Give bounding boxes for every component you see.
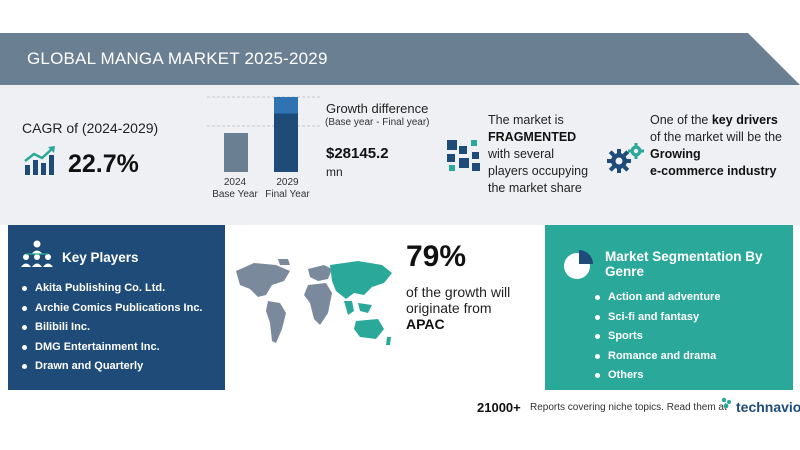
- structure-line-4: players occupying: [488, 164, 589, 178]
- region-name: APAC: [406, 316, 445, 332]
- world-map: [236, 259, 392, 345]
- title-corner-cut: [748, 33, 800, 85]
- bar-final-year-base: [274, 113, 298, 172]
- title-bar: GLOBAL MANGA MARKET 2025-2029: [0, 33, 800, 85]
- market-structure-text: The market is FRAGMENTED with several pl…: [488, 112, 598, 197]
- growth-share-percent: 79%: [406, 240, 467, 273]
- technavio-logo-icon: [721, 397, 731, 409]
- list-item: Archie Comics Publications Inc.: [22, 301, 222, 321]
- drivers-line-1: One of the key drivers: [650, 112, 790, 129]
- pie-chart-icon: [564, 250, 593, 279]
- growth-sublabel: (Base year - Final year): [325, 117, 430, 128]
- stats-band: [0, 85, 800, 225]
- structure-line-1: The market is: [488, 113, 564, 127]
- report-count: 21000+: [477, 400, 521, 415]
- growth-share-text: of the growth will originate from: [406, 284, 511, 316]
- segmentation-heading-line-2: Genre: [605, 264, 645, 279]
- key-drivers-text: One of the key drivers of the market wil…: [650, 112, 790, 180]
- segmentation-list: Action and adventure Sci-fi and fantasy …: [595, 290, 785, 388]
- structure-line-5: the market share: [488, 181, 582, 195]
- key-players-icon: [21, 240, 53, 267]
- bar-final-year-growth: [274, 97, 298, 114]
- footer: [0, 390, 800, 450]
- key-players-heading: Key Players: [62, 250, 139, 265]
- growth-value: $28145.2: [326, 145, 389, 162]
- bar-base-year: [224, 133, 248, 172]
- growth-chart-icon: [24, 146, 55, 175]
- segmentation-heading-line-1: Market Segmentation By: [605, 249, 763, 264]
- bar-year-final: 2029: [276, 177, 299, 188]
- growth-bar-chart: [207, 96, 320, 172]
- list-item: Others: [595, 368, 785, 388]
- list-item: Sci-fi and fantasy: [595, 310, 785, 330]
- drivers-line-1-bold: key drivers: [711, 113, 778, 127]
- bar-caption-base: Base Year: [212, 189, 258, 200]
- structure-highlight: FRAGMENTED: [488, 130, 577, 144]
- key-players-panel: Key Players Akita Publishing Co. Ltd. Ar…: [8, 225, 225, 390]
- bar-label-base: 2024 Base Year: [210, 177, 260, 201]
- drivers-line-3: Growing: [650, 147, 701, 161]
- bar-label-final: 2029 Final Year: [260, 177, 315, 201]
- list-item: Sports: [595, 329, 785, 349]
- list-item: Romance and drama: [595, 349, 785, 369]
- list-item: Action and adventure: [595, 290, 785, 310]
- bar-year-base: 2024: [223, 177, 247, 188]
- list-item: Bilibili Inc.: [22, 320, 222, 340]
- growth-label: Growth difference: [326, 101, 429, 116]
- drivers-line-2: of the market will be the: [650, 130, 783, 144]
- footer-text: Reports covering niche topics. Read them…: [530, 402, 727, 413]
- structure-line-3: with several: [488, 147, 554, 161]
- cagr-label: CAGR of (2024-2029): [22, 120, 159, 136]
- list-item: Akita Publishing Co. Ltd.: [22, 281, 222, 301]
- drivers-line-4: e-commerce industry: [650, 164, 777, 178]
- list-item: DMG Entertainment Inc.: [22, 340, 222, 360]
- drivers-line-1-pre: One of the: [650, 113, 712, 127]
- bar-caption-final: Final Year: [265, 189, 310, 200]
- growth-unit: mn: [326, 165, 343, 179]
- page-title: GLOBAL MANGA MARKET 2025-2029: [27, 49, 328, 68]
- technavio-logo[interactable]: technavio: [736, 399, 800, 415]
- gears-icon: [607, 143, 644, 173]
- segmentation-heading: Market Segmentation By Genre: [605, 249, 763, 279]
- fragmented-squares-icon: [447, 140, 480, 171]
- key-players-list: Akita Publishing Co. Ltd. Archie Comics …: [22, 281, 222, 379]
- list-item: Drawn and Quarterly: [22, 359, 222, 379]
- segmentation-panel: Market Segmentation By Genre Action and …: [545, 225, 793, 390]
- cagr-value: 22.7%: [68, 150, 139, 178]
